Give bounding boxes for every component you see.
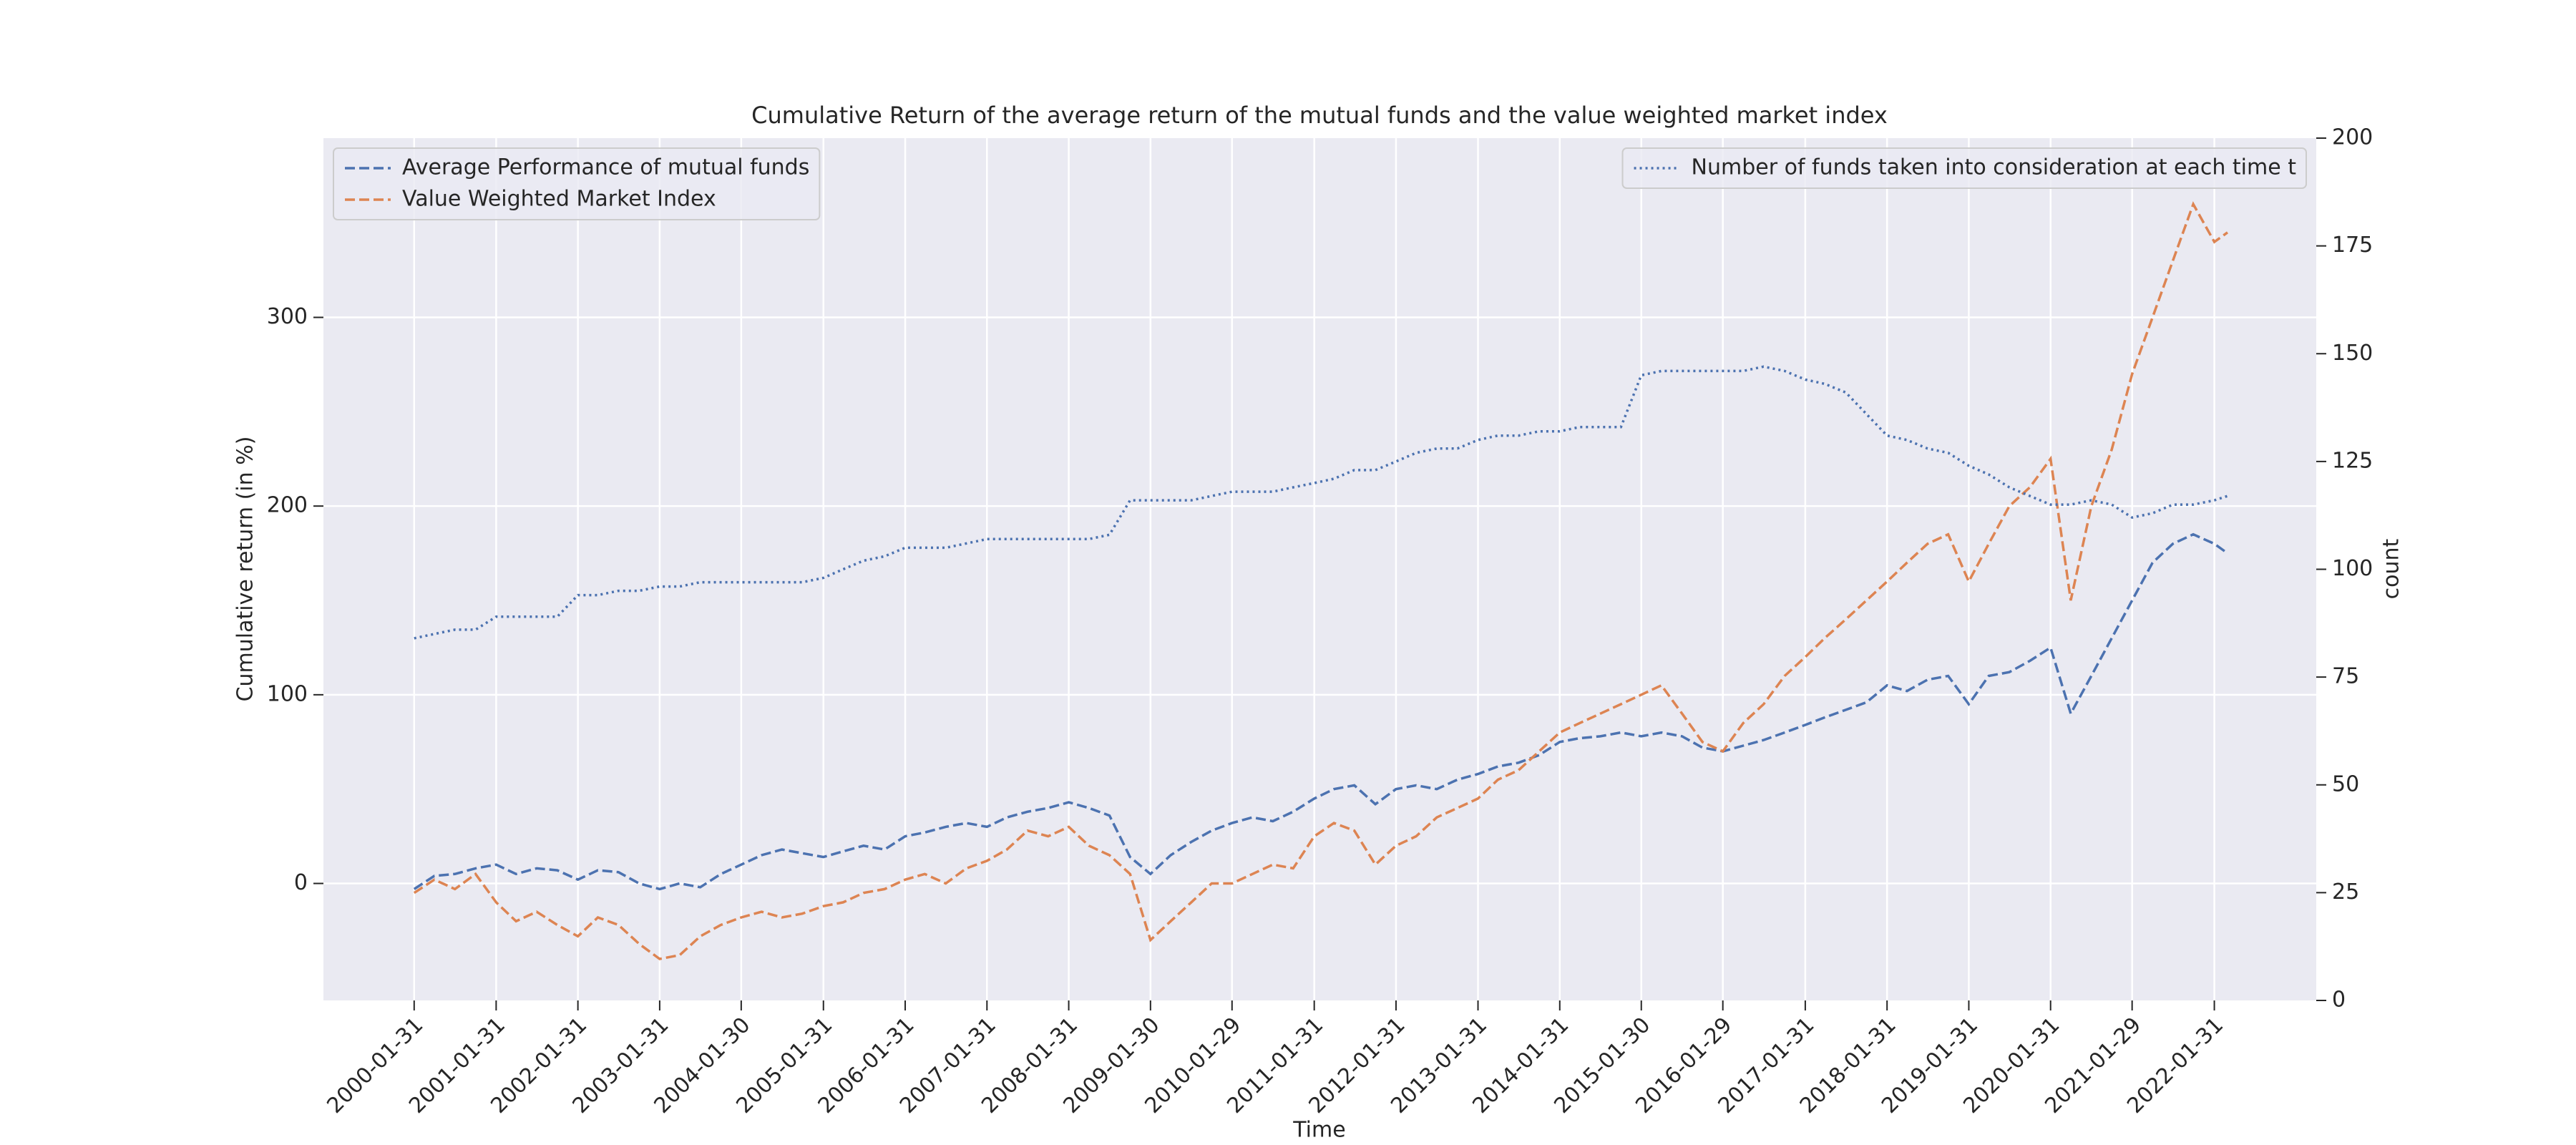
y-tick-label: 200 (267, 493, 308, 518)
legend-box (1621, 147, 2307, 189)
y2-tick-label: 100 (2332, 556, 2373, 581)
series-line (413, 201, 2229, 960)
chart-title: Cumulative Return of the average return … (751, 102, 1888, 129)
legend-label: Average Performance of mutual funds (402, 155, 809, 180)
y2-axis-label: count (2379, 538, 2404, 599)
y2-tick-label: 0 (2332, 988, 2346, 1013)
y-tick-label: 100 (267, 681, 308, 706)
legend-label: Number of funds taken into consideration… (1692, 155, 2297, 180)
plot-area (323, 138, 2316, 1000)
grid (323, 138, 2316, 1000)
legend: Average Performance of mutual funds Value… (333, 147, 821, 220)
legend-label: Value Weighted Market Index (402, 187, 716, 212)
y2-tick-label: 75 (2332, 664, 2359, 689)
y2-tick-label: 50 (2332, 771, 2359, 796)
y-axis-label: Cumulative return (in %) (233, 437, 258, 702)
y-tick-label: 300 (267, 304, 308, 329)
series-line (413, 532, 2229, 891)
y2-tick-label: 125 (2332, 448, 2373, 473)
y2-tick-label: 200 (2332, 125, 2373, 150)
y-tick-label: 0 (294, 870, 308, 895)
legend: Number of funds taken into consideration… (1621, 147, 2307, 189)
legend-box (333, 147, 821, 220)
y2-tick-label: 150 (2332, 341, 2373, 366)
y2-tick-label: 175 (2332, 233, 2373, 258)
x-axis-label: Time (1292, 1118, 1345, 1143)
y2-tick-label: 25 (2332, 880, 2359, 905)
